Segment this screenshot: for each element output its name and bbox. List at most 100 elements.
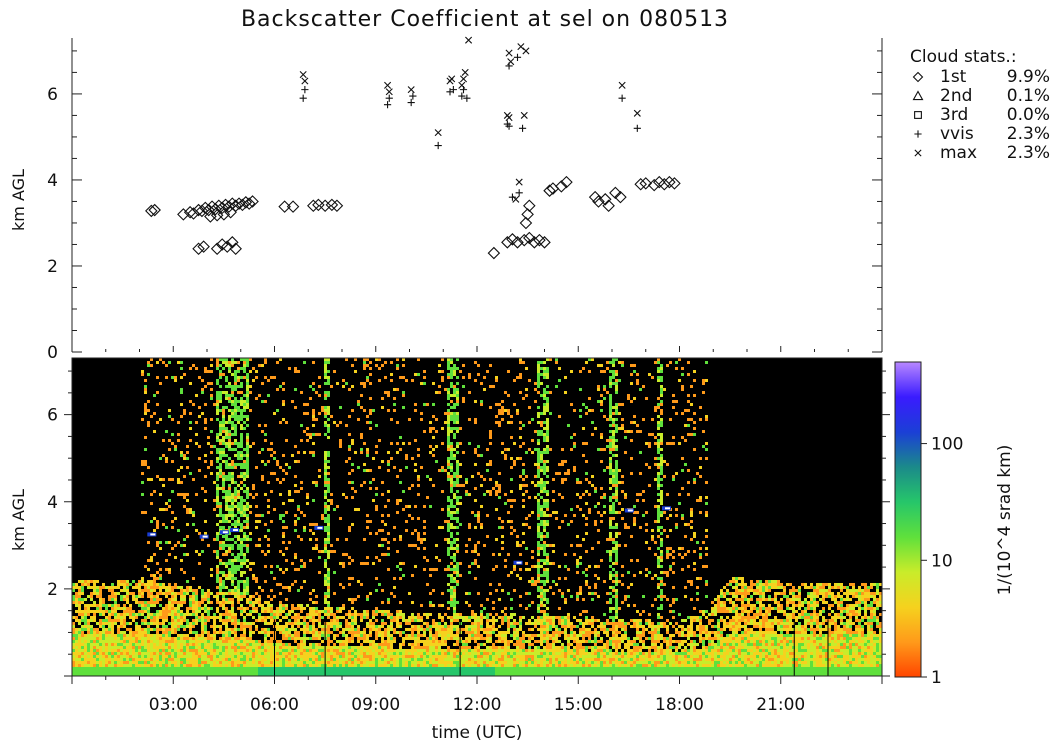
heatmap-cell (423, 430, 426, 433)
heatmap-cell (348, 562, 351, 565)
heatmap-cell (168, 478, 171, 481)
heatmap-cell (159, 667, 162, 670)
1st-point (528, 236, 541, 249)
heatmap-cell (225, 466, 228, 469)
heatmap-cell (465, 601, 468, 604)
heatmap-cell (261, 652, 264, 655)
heatmap-cell (207, 598, 210, 601)
heatmap-cell (279, 385, 282, 388)
heatmap-cell (324, 559, 327, 562)
heatmap-cell (414, 505, 417, 508)
heatmap-cell (111, 589, 114, 592)
heatmap-cell (258, 604, 261, 607)
heatmap-cell (231, 427, 234, 430)
heatmap-cell (228, 547, 231, 550)
heatmap-cell (438, 655, 441, 658)
heatmap-cell (156, 541, 159, 544)
heatmap-cell (78, 673, 81, 676)
heatmap-cell (312, 361, 315, 364)
heatmap-cell (321, 673, 324, 676)
heatmap-cell (132, 586, 135, 589)
heatmap-cell (315, 601, 318, 604)
heatmap-cell (306, 658, 309, 661)
heatmap-cell (81, 592, 84, 595)
heatmap-cell (450, 622, 453, 625)
heatmap-cell (246, 400, 249, 403)
heatmap-cell (345, 637, 348, 640)
heatmap-cell (177, 604, 180, 607)
heatmap-cell (441, 664, 444, 667)
heatmap-cell (252, 643, 255, 646)
heatmap-cell (414, 616, 417, 619)
heatmap-cell (339, 658, 342, 661)
heatmap-cell (276, 565, 279, 568)
heatmap-cell (237, 517, 240, 520)
heatmap-cell (417, 673, 420, 676)
heatmap-cell (459, 463, 462, 466)
heatmap-cell (327, 553, 330, 556)
heatmap-cell (330, 640, 333, 643)
heatmap-cell (246, 493, 249, 496)
heatmap-cell (243, 640, 246, 643)
heatmap-cell (303, 607, 306, 610)
heatmap-cell (429, 421, 432, 424)
heatmap-cell (324, 460, 327, 463)
heatmap-cell (72, 589, 75, 592)
heatmap-cell (150, 640, 153, 643)
heatmap-cell (453, 601, 456, 604)
heatmap-cell (231, 580, 234, 583)
heatmap-cell (243, 628, 246, 631)
heatmap-cell (90, 598, 93, 601)
heatmap-cell (144, 652, 147, 655)
heatmap-cell (273, 610, 276, 613)
heatmap-cell (87, 652, 90, 655)
heatmap-cell (237, 385, 240, 388)
heatmap-cell (213, 658, 216, 661)
heatmap-cell (150, 619, 153, 622)
heatmap-cell (423, 628, 426, 631)
heatmap-cell (195, 613, 198, 616)
heatmap-cell (435, 664, 438, 667)
heatmap-cell (207, 652, 210, 655)
heatmap-cell (255, 652, 258, 655)
heatmap-cell (150, 598, 153, 601)
heatmap-cell (186, 535, 189, 538)
heatmap-cell (177, 613, 180, 616)
heatmap-cell (135, 649, 138, 652)
chart-title: Backscatter Coefficient at sel on 080513 (241, 7, 729, 32)
heatmap-cell (285, 652, 288, 655)
heatmap-cell (327, 520, 330, 523)
heatmap-cell (216, 400, 219, 403)
heatmap-cell (387, 613, 390, 616)
heatmap-cell (345, 652, 348, 655)
heatmap-cell (186, 673, 189, 676)
heatmap-cell (405, 457, 408, 460)
heatmap-cell (336, 505, 339, 508)
heatmap-cell (234, 568, 237, 571)
heatmap-cell (414, 655, 417, 658)
heatmap-cell (219, 658, 222, 661)
heatmap-cell (78, 661, 81, 664)
heatmap-cell (234, 376, 237, 379)
heatmap-cell (279, 514, 282, 517)
heatmap-cell (135, 637, 138, 640)
heatmap-cell (474, 628, 477, 631)
heatmap-cell (411, 658, 414, 661)
heatmap-cell (282, 661, 285, 664)
heatmap-cell (405, 664, 408, 667)
heatmap-cell (255, 376, 258, 379)
heatmap-cell (195, 652, 198, 655)
heatmap-cell (258, 673, 261, 676)
heatmap-cell (303, 619, 306, 622)
heatmap-cell (249, 643, 252, 646)
heatmap-cell (279, 673, 282, 676)
heatmap-cell (249, 649, 252, 652)
heatmap-cell (450, 592, 453, 595)
heatmap-cell (387, 628, 390, 631)
heatmap-cell (405, 634, 408, 637)
heatmap-cell (327, 658, 330, 661)
heatmap-cell (426, 661, 429, 664)
heatmap-cell (111, 673, 114, 676)
heatmap-cell (438, 646, 441, 649)
heatmap-cell (222, 391, 225, 394)
